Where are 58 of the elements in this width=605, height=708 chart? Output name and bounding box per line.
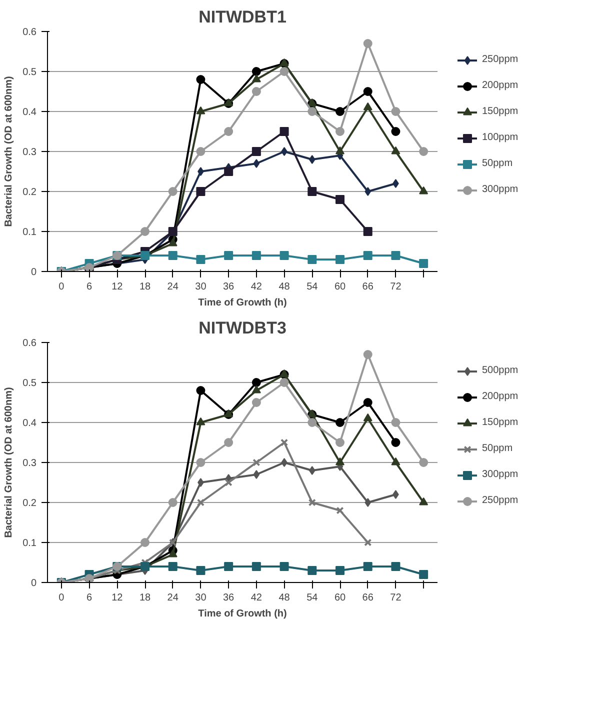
x-tick-label: 60 [334,592,346,604]
x-tick-label: 30 [195,592,207,604]
legend-label: 250ppm [482,54,518,66]
legend-label: 500ppm [482,365,518,376]
x-tick-label: 54 [306,592,318,604]
x-tick-label: 66 [362,282,374,292]
y-axis-title: Bacterial Growth (OD at 600nm) [4,387,15,538]
y-tick-label: 0.1 [22,538,37,549]
x-tick-label: 42 [250,282,262,292]
x-tick-label: 18 [139,592,151,604]
y-tick-label: 0.4 [22,418,37,429]
y-axis-title: Bacterial Growth (OD at 600nm) [4,76,15,227]
legend-label: 200ppm [482,391,518,402]
y-tick-label: 0.2 [22,498,37,509]
y-tick-label: 0.4 [22,107,37,118]
chart-title: NITWDBT1 [198,8,286,26]
y-tick-label: 0.5 [22,378,37,389]
legend-label: 300ppm [482,469,518,480]
x-tick-label: 42 [250,592,262,604]
x-tick-label: 72 [390,282,402,292]
x-tick-label: 36 [223,282,235,292]
legend-label: 50ppm [482,158,513,170]
legend-label: 100ppm [482,132,518,144]
legend-label: 50ppm [482,443,513,454]
y-tick-label: 0.6 [22,338,37,349]
y-tick-label: 0 [30,578,37,589]
x-tick-label: 66 [362,592,374,604]
x-tick-label: 12 [112,282,124,292]
y-tick-label: 0.1 [22,227,37,238]
x-axis-title: Time of Growth (h) [198,608,287,620]
x-tick-label: 6 [86,592,93,604]
x-tick-label: 12 [112,592,124,604]
legend-label: 150ppm [482,417,518,428]
y-tick-label: 0.6 [22,27,37,38]
y-tick-label: 0.3 [22,458,37,469]
y-tick-label: 0.2 [22,187,37,198]
x-axis-title: Time of Growth (h) [198,298,287,308]
x-tick-label: 24 [167,282,179,292]
legend-label: 150ppm [482,106,518,118]
x-tick-label: 6 [86,282,93,292]
x-tick-label: 24 [167,592,179,604]
x-tick-label: 60 [334,282,346,292]
x-tick-label: 18 [139,282,151,292]
y-tick-label: 0.3 [22,147,37,158]
x-tick-label: 48 [278,592,290,604]
chart-title: NITWDBT3 [198,318,286,338]
x-tick-label: 54 [306,282,318,292]
y-tick-label: 0 [30,267,37,278]
x-tick-label: 36 [223,592,235,604]
x-tick-label: 0 [58,282,65,292]
y-tick-label: 0.5 [22,67,37,78]
x-tick-label: 30 [195,282,207,292]
legend-label: 250ppm [482,495,518,506]
x-tick-label: 48 [278,282,290,292]
x-tick-label: 72 [390,592,402,604]
legend-label: 200ppm [482,80,518,92]
legend-label: 300ppm [482,184,518,196]
x-tick-label: 0 [58,592,65,604]
